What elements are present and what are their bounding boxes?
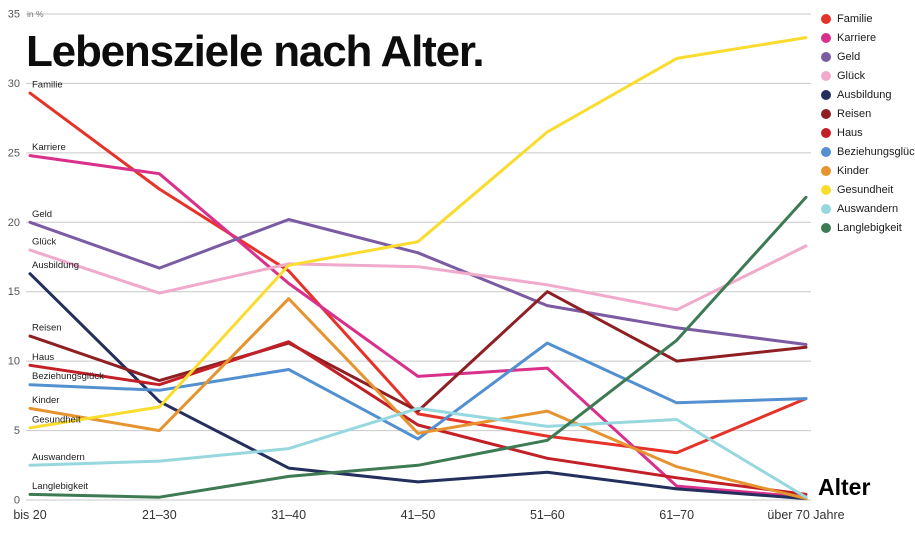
legend-color-dot (821, 32, 831, 43)
legend-item-ausbildung: Ausbildung (821, 85, 915, 104)
legend-item-langlebigkeit: Langlebigkeit (821, 218, 915, 237)
series-line-auswandern (28, 406, 808, 499)
x-tick-label: bis 20 (13, 508, 46, 522)
legend-color-dot (821, 184, 831, 195)
y-tick-label: 30 (8, 78, 20, 90)
legend-item-kinder: Kinder (821, 161, 915, 180)
series-start-label-geld: Geld (32, 209, 52, 220)
legend-item-gesundheit: Gesundheit (821, 180, 915, 199)
series-line-reisen (28, 290, 808, 413)
y-axis-unit-label: in % (27, 9, 44, 19)
series-start-label-haus: Haus (32, 352, 54, 363)
legend-label: Ausbildung (837, 88, 892, 101)
x-axis-title: Alter (818, 474, 871, 500)
legend-item-auswandern: Auswandern (821, 199, 915, 218)
x-tick-label: 31–40 (271, 508, 306, 522)
series-start-label-gl-ck: Glück (32, 237, 57, 248)
series-start-label-familie: Familie (32, 80, 63, 91)
series-line-beziehungsgl-ck (28, 341, 808, 441)
series-line-karriere (28, 154, 808, 499)
y-tick-label: 0 (14, 495, 20, 507)
legend-label: Kinder (837, 164, 869, 177)
legend-color-dot (821, 13, 831, 24)
series-start-label-reisen: Reisen (32, 323, 62, 334)
legend-color-dot (821, 108, 831, 119)
series-line-haus (28, 340, 808, 496)
legend-color-dot (821, 165, 831, 176)
legend-item-karriere: Karriere (821, 28, 915, 47)
y-tick-label: 10 (8, 356, 20, 368)
legend-color-dot (821, 222, 831, 233)
legend-color-dot (821, 70, 831, 81)
legend-label: Karriere (837, 31, 877, 44)
legend-color-dot (821, 127, 831, 138)
x-tick-label: 61–70 (659, 508, 694, 522)
legend-item-reisen: Reisen (821, 104, 915, 123)
y-tick-label: 25 (8, 147, 20, 159)
y-tick-label: 5 (14, 425, 20, 437)
legend-item-gl-ck: Glück (821, 66, 915, 85)
legend: Familie Karriere Geld Glück Ausbildung Reisen… (821, 9, 915, 237)
series-start-label-gesundheit: Gesundheit (32, 414, 81, 425)
legend-color-dot (821, 89, 831, 100)
x-tick-label: 41–50 (401, 508, 436, 522)
y-tick-label: 15 (8, 286, 20, 298)
x-tick-label: über 70 Jahre (767, 508, 844, 522)
legend-label: Geld (837, 50, 861, 63)
series-start-label-kinder: Kinder (32, 395, 59, 406)
legend-label: Familie (837, 12, 873, 25)
legend-item-haus: Haus (821, 123, 915, 142)
legend-color-dot (821, 51, 831, 62)
y-tick-label: 35 (8, 9, 20, 21)
series-line-langlebigkeit (28, 195, 808, 499)
series-start-label-beziehungsgl-ck: Beziehungsglück (32, 371, 104, 382)
series-start-label-auswandern: Auswandern (32, 452, 85, 463)
x-tick-label: 21–30 (142, 508, 177, 522)
legend-label: Auswandern (837, 202, 899, 215)
series-line-ausbildung (28, 272, 808, 501)
legend-item-beziehungsgl-ck: Beziehungsglück (821, 142, 915, 161)
series-start-label-ausbildung: Ausbildung (32, 260, 79, 271)
legend-label: Glück (837, 69, 866, 82)
x-tick-label: 51–60 (530, 508, 565, 522)
legend-label: Langlebigkeit (837, 221, 902, 234)
series-start-label-karriere: Karriere (32, 142, 66, 153)
y-tick-label: 20 (8, 217, 20, 229)
legend-label: Gesundheit (837, 183, 894, 196)
chart-title: Lebensziele nach Alter. (26, 27, 485, 76)
legend-item-familie: Familie (821, 9, 915, 28)
series-line-geld (28, 218, 808, 346)
legend-label: Haus (837, 126, 863, 139)
legend-color-dot (821, 203, 831, 214)
legend-label: Reisen (837, 107, 872, 120)
legend-label: Beziehungsglück (837, 145, 915, 158)
series-start-label-langlebigkeit: Langlebigkeit (32, 481, 88, 492)
legend-item-geld: Geld (821, 47, 915, 66)
legend-color-dot (821, 146, 831, 157)
series-line-kinder (28, 297, 808, 501)
series-line-familie (28, 91, 808, 455)
series-line-gesundheit (28, 36, 808, 430)
series-line-gl-ck (28, 244, 808, 312)
